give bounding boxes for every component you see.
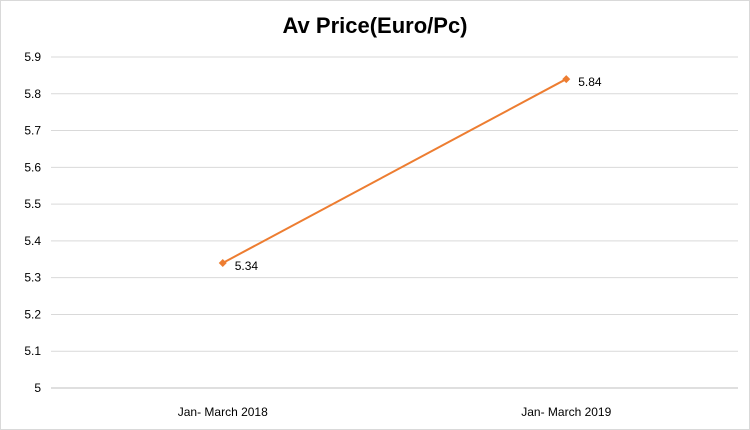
data-point-marker [218, 258, 227, 267]
y-tick-label: 5.3 [24, 271, 41, 285]
data-label: 5.84 [578, 75, 602, 89]
y-tick-label: 5.2 [24, 307, 41, 321]
data-point-marker [562, 75, 571, 84]
chart-title: Av Price(Euro/Pc) [282, 13, 468, 38]
y-tick-label: 5.1 [24, 344, 41, 358]
y-tick-label: 5.5 [24, 197, 41, 211]
data-label: 5.34 [235, 259, 259, 273]
y-tick-label: 5.9 [24, 50, 41, 64]
x-tick-label: Jan- March 2019 [521, 405, 611, 419]
y-tick-label: 5.4 [24, 234, 41, 248]
x-tick-label: Jan- March 2018 [178, 405, 268, 419]
y-tick-label: 5.7 [24, 124, 41, 138]
series-line [222, 78, 567, 264]
y-tick-label: 5 [34, 381, 41, 395]
y-tick-label: 5.6 [24, 160, 41, 174]
y-tick-label: 5.8 [24, 87, 41, 101]
